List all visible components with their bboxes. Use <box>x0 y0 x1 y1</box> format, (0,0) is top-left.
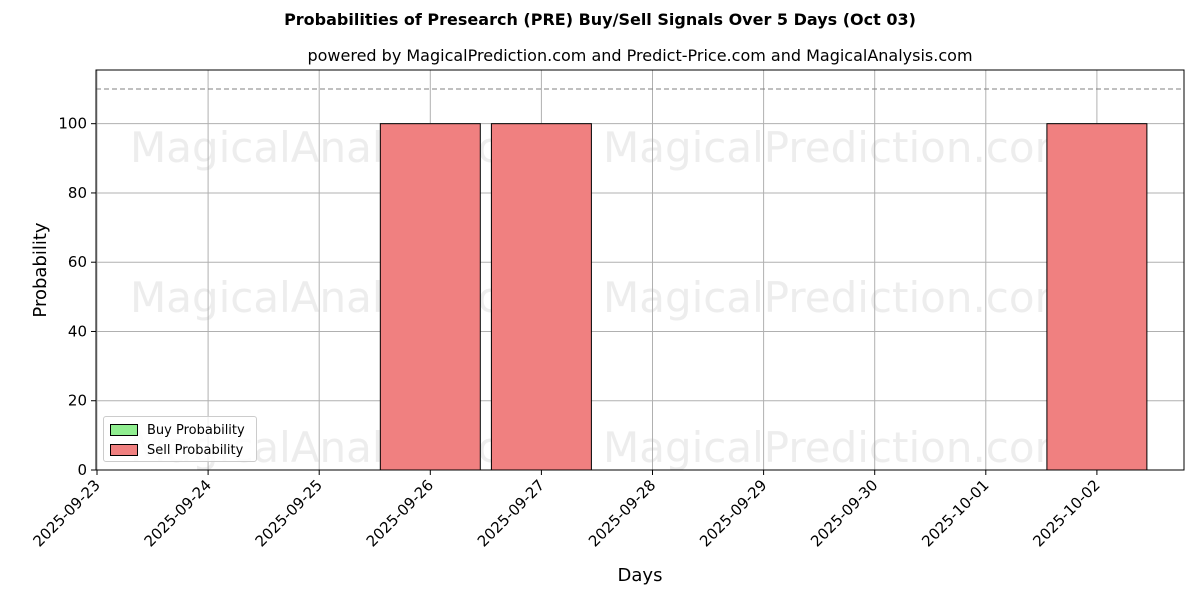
x-tick-label: 2025-09-26 <box>363 476 437 550</box>
watermark-text: MagicalPrediction.com <box>603 123 1076 172</box>
x-tick-label: 2025-10-01 <box>918 476 992 550</box>
sell-bar <box>379 123 481 471</box>
legend: Buy Probability Sell Probability <box>103 416 257 462</box>
plot-frame <box>95 69 1185 471</box>
x-tick-label: 2025-09-23 <box>29 476 103 550</box>
y-tick-label: 40 <box>68 322 87 340</box>
x-tick-label: 2025-09-25 <box>252 476 326 550</box>
sell-swatch <box>110 444 138 456</box>
x-tick-label: 2025-09-28 <box>585 476 659 550</box>
legend-label-buy: Buy Probability <box>147 422 245 438</box>
watermark-text: MagicalPrediction.com <box>603 273 1076 322</box>
sell-bar <box>490 123 592 471</box>
watermark-layer: MagicalAnalysis.com MagicalPrediction.com… <box>130 123 1076 472</box>
buy-swatch <box>110 424 138 436</box>
legend-item-sell: Sell Probability <box>110 441 243 459</box>
x-tick-label: 2025-09-27 <box>474 476 548 550</box>
y-tick-label: 0 <box>77 461 87 479</box>
x-tick-label: 2025-09-29 <box>696 476 770 550</box>
sell-bar <box>1046 123 1148 471</box>
x-tick-label: 2025-09-24 <box>141 476 215 550</box>
x-axis-label: Days <box>618 565 663 586</box>
legend-item-buy: Buy Probability <box>110 421 245 439</box>
chart-title: Probabilities of Presearch (PRE) Buy/Sel… <box>284 10 916 29</box>
watermark-text: MagicalPrediction.com <box>603 423 1076 472</box>
y-tick-label: 60 <box>68 253 87 271</box>
y-tick-label: 20 <box>68 392 87 410</box>
legend-label-sell: Sell Probability <box>147 442 244 458</box>
y-tick-label: 100 <box>58 115 87 133</box>
y-axis-label: Probability <box>30 222 51 317</box>
bars-layer <box>379 123 1148 471</box>
x-tick-label: 2025-09-30 <box>807 476 881 550</box>
y-tick-label: 80 <box>68 184 87 202</box>
chart-subtitle: powered by MagicalPrediction.com and Pre… <box>307 46 973 65</box>
x-tick-label: 2025-10-02 <box>1029 476 1103 550</box>
